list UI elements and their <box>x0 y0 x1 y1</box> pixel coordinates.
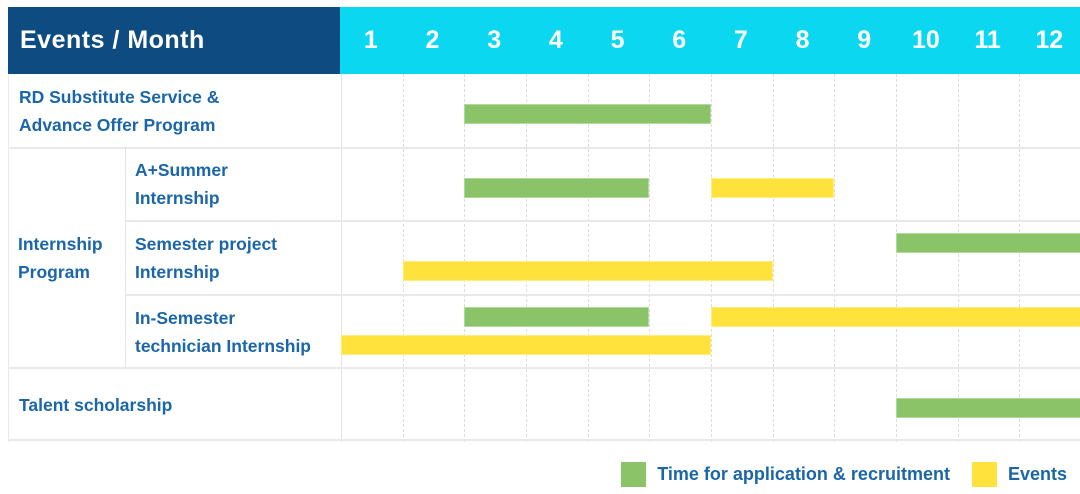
month-label: 2 <box>425 26 440 54</box>
row-label-line: RD Substitute Service & <box>19 86 220 107</box>
row-grid-cell <box>341 148 1080 222</box>
group-cell-internship-program: Internship Program <box>9 147 126 369</box>
row-label-cell: Talent scholarship <box>9 368 341 442</box>
month-label: 1 <box>363 26 378 54</box>
bar-event <box>711 177 835 198</box>
bar-application <box>464 104 711 124</box>
month-label: 12 <box>1035 26 1064 54</box>
row-separator-line <box>126 293 1080 296</box>
row-label-line: Internship <box>135 188 220 209</box>
bar-event <box>402 261 773 282</box>
month-label: 5 <box>610 26 625 54</box>
month-grid-line <box>649 74 651 442</box>
row-label-line: technician Internship <box>135 335 311 356</box>
row-label-line: A+Summer <box>135 160 228 181</box>
row-label-cell: Semester project Internship <box>126 221 341 295</box>
legend-item-event: Events <box>971 461 1067 487</box>
month-grid-line <box>1019 74 1021 442</box>
bar-application <box>464 306 650 327</box>
corner-header-cell: Events / Month <box>8 7 340 74</box>
month-label: 8 <box>795 26 810 54</box>
month-label: 11 <box>974 26 1001 54</box>
month-grid-line <box>526 74 527 442</box>
row-label-line: Talent scholarship <box>19 395 173 416</box>
row-label-line: Internship <box>135 261 220 282</box>
month-grid-line <box>464 74 466 442</box>
label-grid-divider <box>341 74 342 442</box>
legend: Time for application & recruitment Events <box>621 454 1067 494</box>
schedule-table: Events / Month 1 2 3 4 5 6 7 8 9 10 11 12 Internshi… <box>8 7 1080 442</box>
row-separator-line <box>9 367 1080 370</box>
row-separator-line <box>9 439 1080 441</box>
table-body: Internship Program RD Substitute Service &… <box>8 74 1080 442</box>
month-label: 9 <box>857 26 872 54</box>
month-grid-line <box>402 74 404 442</box>
row-grid-cell <box>341 368 1080 442</box>
group-label-line: Program <box>18 261 90 282</box>
legend-swatch-event <box>971 461 997 487</box>
row-label-line: In-Semester <box>135 307 236 328</box>
month-label: 3 <box>487 26 502 54</box>
row-label-line: Advance Offer Program <box>19 114 216 135</box>
month-label: 6 <box>672 26 687 54</box>
month-grid-line <box>711 74 712 442</box>
month-grid-line <box>834 74 836 442</box>
month-grid-line <box>896 74 897 442</box>
month-header-row: 1 2 3 4 5 6 7 8 9 10 11 12 <box>340 7 1080 74</box>
month-label: 7 <box>733 26 748 54</box>
group-label-line: Internship <box>18 233 103 254</box>
table-header: Events / Month 1 2 3 4 5 6 7 8 9 10 11 12 <box>8 7 1080 74</box>
month-grid-line <box>957 74 959 442</box>
legend-label: Time for application & recruitment <box>657 463 950 484</box>
row-label-line: Semester project <box>135 233 278 254</box>
bar-event <box>341 334 711 355</box>
row-grid-cell <box>341 295 1080 369</box>
bar-application <box>896 233 1080 254</box>
row-separator-line <box>9 146 1080 149</box>
legend-item-application: Time for application & recruitment <box>621 461 950 487</box>
month-grid-line <box>772 74 774 442</box>
row-label-cell: A+Summer Internship <box>126 148 341 222</box>
legend-label: Events <box>1007 463 1067 484</box>
row-separator-line <box>126 220 1080 223</box>
legend-swatch-application <box>621 461 647 487</box>
month-grid-line <box>587 74 589 442</box>
row-grid-cell <box>341 74 1080 148</box>
row-label-cell: In-Semester technician Internship <box>126 295 341 369</box>
bar-application <box>464 177 650 198</box>
row-grid-cell <box>341 221 1080 295</box>
month-label: 4 <box>548 26 563 54</box>
row-label-cell: RD Substitute Service & Advance Offer Pro… <box>9 74 341 148</box>
bar-event <box>711 306 1080 327</box>
month-label: 10 <box>911 26 940 54</box>
bar-application <box>896 398 1080 419</box>
